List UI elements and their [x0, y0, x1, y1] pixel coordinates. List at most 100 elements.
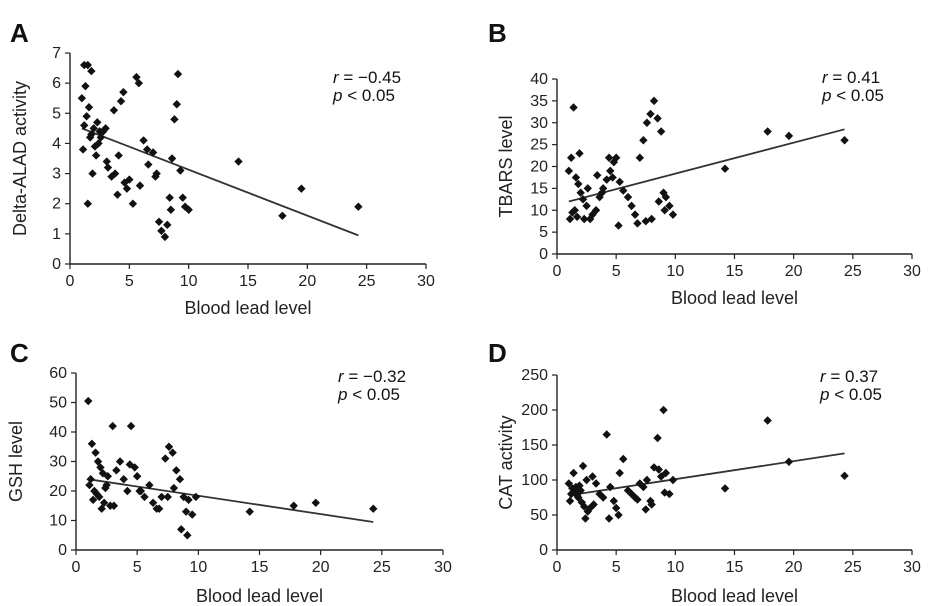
- data-point: [588, 472, 597, 481]
- data-point: [606, 166, 615, 176]
- x-tick-label: 15: [251, 559, 269, 576]
- data-point: [654, 465, 663, 474]
- data-point: [135, 181, 145, 190]
- data-point: [615, 468, 624, 478]
- y-tick-label: 30: [49, 454, 67, 471]
- data-point: [661, 468, 671, 478]
- data-point: [611, 503, 621, 513]
- data-point: [604, 153, 614, 162]
- data-point: [123, 486, 132, 496]
- r-value: = 0.41: [828, 68, 880, 87]
- regression-line: [568, 452, 845, 497]
- y-tick-label: 7: [52, 45, 61, 62]
- data-point: [633, 495, 642, 504]
- data-point: [140, 492, 149, 502]
- p-symbol: p: [821, 86, 831, 105]
- chart-panel-b: B 0 5 10 15 20 25 30 0 5 10 15 20 25 30 35 40 Blood lead …: [488, 18, 921, 308]
- r-statistic: r = −0.45: [333, 68, 401, 87]
- y-tick-label: 30: [530, 115, 548, 132]
- p-statistic: p < 0.05: [821, 86, 884, 105]
- data-point: [623, 192, 633, 202]
- data-point: [577, 498, 587, 507]
- data-point: [609, 496, 618, 506]
- x-axis-label: Blood lead level: [671, 288, 798, 308]
- y-tick-label: 50: [49, 395, 67, 412]
- data-point: [602, 430, 611, 439]
- data-point: [114, 151, 123, 160]
- panel-letter: B: [488, 18, 507, 48]
- data-point: [565, 496, 575, 506]
- data-point: [145, 480, 154, 490]
- data-point: [569, 468, 578, 478]
- data-point: [580, 214, 589, 224]
- y-axis-label: TBARS level: [496, 115, 516, 217]
- x-tick-label: 10: [666, 263, 684, 280]
- x-tick-label: 5: [125, 273, 134, 290]
- data-point: [90, 486, 99, 496]
- data-point: [184, 205, 193, 214]
- data-point: [614, 510, 623, 520]
- data-point: [567, 489, 576, 499]
- data-point: [119, 87, 128, 97]
- data-point: [630, 210, 640, 219]
- data-point: [103, 472, 113, 481]
- data-point: [598, 493, 608, 502]
- r-value: = −0.45: [339, 68, 401, 87]
- x-tick-label: 5: [612, 263, 621, 280]
- data-point: [169, 483, 179, 493]
- data-point: [154, 504, 164, 513]
- regression-line: [88, 478, 374, 523]
- data-point: [572, 212, 582, 222]
- data-point: [668, 475, 678, 485]
- data-point: [83, 199, 92, 208]
- data-point: [297, 184, 306, 193]
- data-point: [168, 448, 177, 457]
- data-point: [654, 197, 663, 206]
- y-tick-label: 40: [530, 71, 548, 88]
- data-point: [86, 475, 95, 484]
- data-point: [763, 416, 772, 425]
- x-tick-label: 30: [903, 559, 921, 576]
- y-axis-label: GSH level: [6, 421, 26, 502]
- data-point: [122, 184, 132, 193]
- x-tick-label: 30: [903, 263, 921, 280]
- y-tick-label: 0: [539, 246, 548, 263]
- data-point: [564, 166, 574, 176]
- regression-line: [81, 127, 359, 237]
- x-tick-label: 20: [312, 559, 330, 576]
- y-tick-label: 4: [52, 135, 61, 152]
- data-point: [661, 192, 671, 202]
- chart-panel-d: D 0 5 10 15 20 25 30 0 50 100 150 200 250 Blood lead l…: [488, 338, 921, 606]
- r-value: = 0.37: [826, 367, 878, 386]
- x-tick-label: 5: [133, 559, 142, 576]
- data-point: [116, 97, 126, 106]
- x-tick-label: 20: [298, 273, 316, 290]
- data-point: [142, 145, 152, 154]
- y-tick-label: 1: [52, 226, 61, 243]
- data-point: [369, 504, 378, 513]
- data-point: [148, 498, 158, 507]
- x-tick-label: 30: [434, 559, 452, 576]
- panel-letter: C: [10, 338, 29, 368]
- data-point: [580, 502, 589, 511]
- x-tick-label: 25: [844, 559, 862, 576]
- data-point: [99, 127, 108, 136]
- x-tick-label: 0: [553, 559, 562, 576]
- x-tick-label: 15: [239, 273, 257, 290]
- data-point: [570, 206, 579, 215]
- data-point: [144, 160, 153, 169]
- data-point: [784, 131, 794, 141]
- data-point: [571, 173, 581, 182]
- data-point: [595, 192, 604, 202]
- data-point: [89, 124, 98, 133]
- data-point: [119, 475, 128, 484]
- data-point: [589, 500, 598, 509]
- data-point: [101, 483, 110, 493]
- data-point: [568, 208, 577, 217]
- data-point: [575, 481, 584, 490]
- y-axis-label: Delta-ALAD activity: [10, 81, 30, 236]
- data-point: [172, 466, 181, 475]
- x-tick-label: 10: [180, 273, 198, 290]
- r-statistic: r = 0.41: [822, 68, 880, 87]
- data-point: [591, 206, 601, 215]
